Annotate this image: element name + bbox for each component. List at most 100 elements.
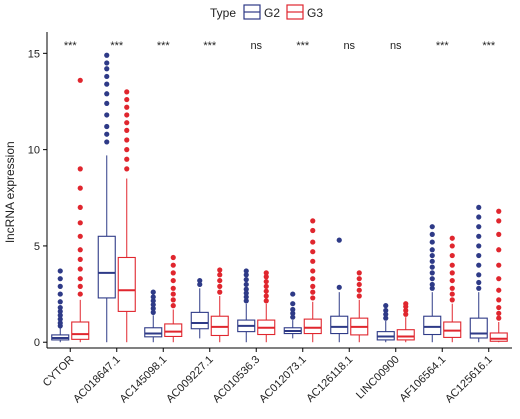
- outlier-point: [496, 262, 502, 268]
- x-axis-ticks: CYTORAC018647.1AC145098.1AC009227.1AC010…: [41, 348, 495, 405]
- outlier-point: [170, 303, 176, 309]
- boxes: [51, 52, 508, 343]
- y-tick-label: 15: [28, 48, 40, 60]
- box-g3-ac009227-1: [210, 267, 229, 343]
- outlier-point: [104, 112, 110, 118]
- outlier-point: [449, 235, 455, 241]
- outlier-point: [57, 276, 63, 282]
- outlier-point: [383, 311, 389, 317]
- outlier-point: [290, 291, 296, 297]
- outlier-point: [476, 243, 482, 249]
- outlier-point: [403, 307, 409, 314]
- outlier-point: [57, 304, 63, 311]
- box-g2-ac010536-3: [237, 268, 256, 343]
- outlier-point: [77, 266, 83, 272]
- y-tick-label: 5: [34, 241, 40, 253]
- outlier-point: [429, 258, 435, 264]
- outlier-point: [104, 123, 110, 130]
- outlier-point: [197, 277, 203, 284]
- outlier-point: [150, 302, 156, 308]
- outlier-point: [57, 320, 63, 326]
- outlier-point: [77, 233, 83, 239]
- outlier-point: [290, 314, 296, 320]
- significance-label: ns: [343, 40, 355, 52]
- outlier-point: [77, 204, 83, 211]
- outlier-point: [104, 60, 110, 66]
- outlier-point: [356, 281, 362, 288]
- outlier-point: [263, 283, 269, 289]
- outlier-point: [290, 310, 296, 316]
- box-iqr: [396, 329, 415, 341]
- legend: Type G2 G3: [210, 4, 323, 20]
- outlier-point: [150, 298, 156, 304]
- outlier-point: [429, 231, 435, 237]
- outlier-point: [170, 291, 176, 297]
- outlier-point: [310, 249, 316, 255]
- box-g2-linc00900: [376, 303, 395, 343]
- outlier-point: [104, 139, 110, 145]
- outlier-point: [263, 270, 269, 276]
- box-iqr: [190, 311, 209, 330]
- outlier-point: [356, 276, 362, 282]
- outlier-point: [476, 262, 482, 268]
- outlier-point: [496, 208, 502, 214]
- box-g2-ac009227-1: [190, 277, 209, 339]
- x-tick-label: AC009227.1: [164, 354, 216, 406]
- outlier-point: [170, 262, 176, 268]
- outlier-point: [263, 293, 269, 299]
- outlier-point: [104, 91, 110, 97]
- outlier-point: [476, 279, 482, 286]
- outlier-point: [124, 166, 130, 172]
- box-g2-cytor: [51, 268, 70, 343]
- box-g2-ac018647-1: [97, 52, 116, 343]
- outlier-point: [429, 270, 435, 276]
- outlier-point: [263, 278, 269, 285]
- outlier-point: [310, 295, 316, 301]
- outlier-point: [77, 220, 83, 226]
- outlier-point: [476, 204, 482, 211]
- outlier-point: [383, 303, 389, 309]
- outlier-point: [170, 277, 176, 284]
- outlier-point: [217, 289, 223, 295]
- outlier-point: [449, 262, 455, 268]
- outlier-point: [124, 127, 130, 133]
- y-tick-label: 10: [28, 145, 40, 157]
- outlier-point: [449, 285, 455, 291]
- outlier-point: [429, 285, 435, 291]
- outlier-point: [243, 290, 249, 296]
- outlier-point: [496, 315, 502, 321]
- outlier-point: [77, 185, 83, 191]
- outlier-point: [290, 306, 296, 313]
- outlier-point: [124, 147, 130, 153]
- legend-entry-g3: G3: [286, 4, 323, 20]
- box-g3-ac145098-1: [164, 254, 183, 343]
- box-g3-ac010536-3: [257, 270, 276, 343]
- outlier-point: [263, 274, 269, 280]
- outlier-point: [170, 297, 176, 303]
- outlier-point: [243, 298, 249, 304]
- outlier-point: [124, 112, 130, 118]
- legend-entry-g2: G2: [243, 4, 280, 20]
- outlier-point: [496, 297, 502, 303]
- outlier-point: [476, 233, 482, 239]
- box-g2-ac125616-1: [469, 204, 488, 343]
- outlier-point: [263, 298, 269, 304]
- significance-label: ns: [250, 40, 262, 52]
- outlier-point: [104, 81, 110, 87]
- outlier-point: [243, 277, 249, 283]
- box-g2-ac012073-1: [283, 291, 302, 339]
- outlier-point: [57, 312, 63, 318]
- box-g3-ac018647-1: [117, 89, 136, 343]
- outlier-point: [124, 120, 130, 126]
- outlier-point: [336, 284, 342, 290]
- outlier-point: [310, 239, 316, 245]
- outlier-point: [57, 308, 63, 315]
- outlier-point: [197, 281, 203, 288]
- outlier-point: [496, 218, 502, 224]
- box-iqr: [423, 315, 442, 336]
- outlier-point: [449, 252, 455, 259]
- outlier-point: [496, 231, 502, 237]
- significance-label: ***: [203, 40, 217, 52]
- box-iqr: [489, 332, 508, 342]
- box-g3-af106564-1: [443, 235, 462, 343]
